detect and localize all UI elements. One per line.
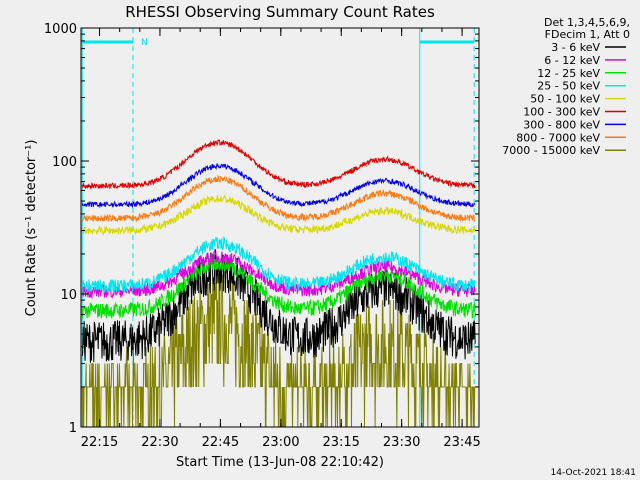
data-series bbox=[81, 139, 476, 428]
legend-label: 3 - 6 keV bbox=[551, 41, 600, 54]
x-tick-label: 23:30 bbox=[383, 435, 420, 450]
x-tick-label: 23:00 bbox=[262, 435, 299, 450]
legend: Det 1,3,4,5,6,9, FDecim 1, Att 0 3 - 6 k… bbox=[502, 16, 630, 157]
x-tick-label: 22:45 bbox=[202, 435, 239, 450]
legend-label: 100 - 300 keV bbox=[523, 106, 600, 119]
y-axis-label: Count Rate (s⁻¹ detector⁻¹) bbox=[24, 140, 39, 317]
series-line-3-6keV bbox=[81, 248, 476, 363]
series-line-800-7000keV bbox=[81, 174, 476, 223]
series-line-300-800keV bbox=[81, 163, 476, 209]
x-tick-label: 23:15 bbox=[322, 435, 359, 450]
x-axis: 22:15 22:30 22:45 23:00 23:15 23:30 23:45 bbox=[81, 28, 481, 450]
legend-header-line-2: FDecim 1, Att 0 bbox=[545, 28, 630, 41]
legend-label: 12 - 25 keV bbox=[537, 67, 600, 80]
series-line-100-300keV bbox=[81, 139, 476, 191]
series-line-12-25keV bbox=[81, 256, 476, 319]
legend-label: 800 - 7000 keV bbox=[516, 131, 600, 144]
y-tick-label: 1000 bbox=[44, 22, 77, 37]
night-marker-label: N bbox=[141, 38, 148, 48]
legend-header-line-1: Det 1,3,4,5,6,9, bbox=[544, 16, 630, 29]
x-tick-label: 22:30 bbox=[141, 435, 178, 450]
x-tick-label: 22:15 bbox=[81, 435, 118, 450]
y-tick-label: 10 bbox=[60, 288, 77, 303]
plot-frame bbox=[80, 27, 480, 428]
legend-label: 7000 - 15000 keV bbox=[502, 144, 600, 157]
y-axis: 1 10 100 1000 bbox=[44, 22, 479, 436]
legend-label: 50 - 100 keV bbox=[530, 93, 600, 106]
legend-label: 25 - 50 keV bbox=[537, 80, 600, 93]
legend-label: 6 - 12 keV bbox=[544, 54, 600, 67]
generation-timestamp: 14-Oct-2021 18:41 bbox=[551, 468, 636, 478]
y-tick-label: 1 bbox=[69, 421, 77, 436]
series-line-6-12keV bbox=[81, 249, 476, 300]
y-tick-label: 100 bbox=[52, 155, 77, 170]
chart-title: RHESSI Observing Summary Count Rates bbox=[125, 3, 435, 21]
x-axis-label: Start Time (13-Jun-08 22:10:42) bbox=[176, 455, 384, 470]
series-line-25-50keV bbox=[81, 235, 476, 293]
series-line-50-100keV bbox=[81, 194, 476, 236]
legend-label: 300 - 800 keV bbox=[523, 118, 600, 131]
x-tick-label: 23:45 bbox=[443, 435, 480, 450]
